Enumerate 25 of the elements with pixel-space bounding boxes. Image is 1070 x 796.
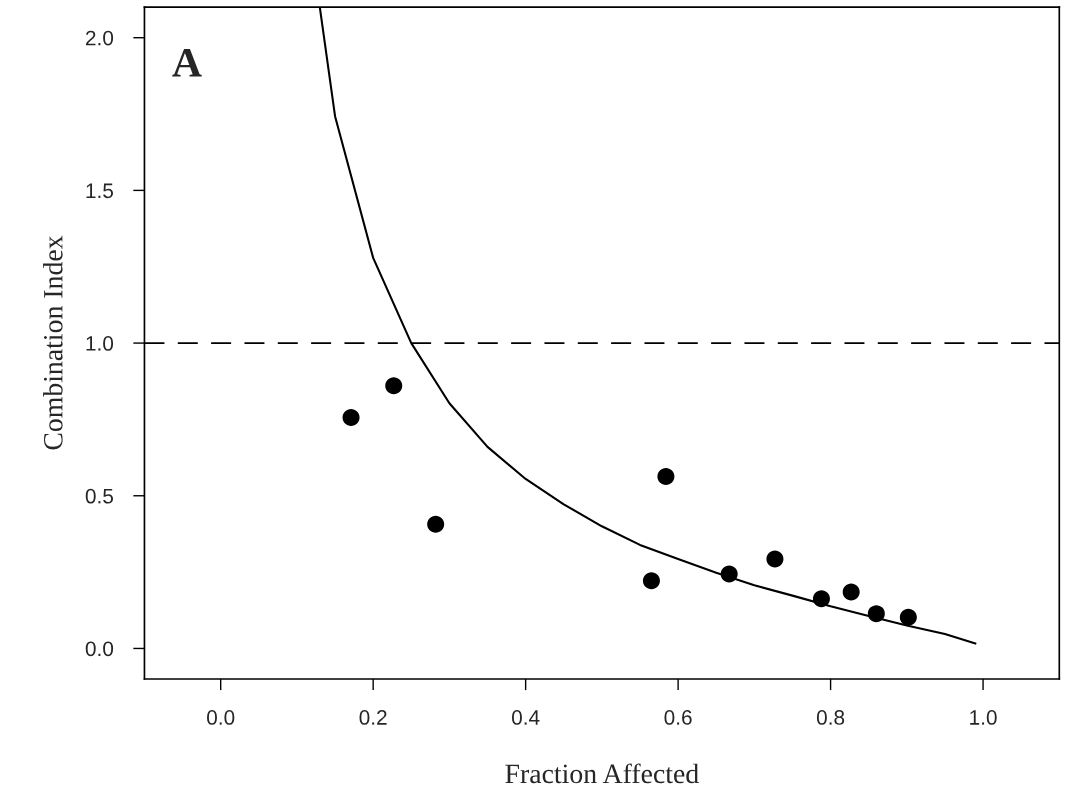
point	[385, 377, 403, 395]
y-tick-label: 0.5	[85, 488, 114, 504]
y-axis-title: Combination Index	[43, 235, 63, 450]
point	[812, 590, 830, 608]
annotation: A	[172, 48, 202, 77]
point	[842, 583, 860, 601]
point	[342, 409, 360, 427]
point	[867, 605, 885, 623]
y-tick-label: 1.5	[86, 183, 114, 199]
point	[427, 515, 445, 533]
y-tick-label: 2.0	[85, 30, 114, 46]
x-axis-title: Fraction Affected	[505, 763, 699, 784]
x-tick-label: 0.8	[816, 710, 845, 725]
point	[642, 572, 660, 590]
x-tick-label: 1.0	[970, 710, 997, 725]
y-tick-label: 0.0	[85, 641, 114, 657]
y-tick-label: 1.0	[86, 336, 114, 351]
x-tick-label: 0.4	[511, 710, 540, 725]
x-tick-label: 0.6	[664, 710, 692, 725]
point	[899, 608, 917, 626]
point	[766, 550, 784, 568]
x-tick-label: 0.2	[359, 710, 387, 725]
point	[720, 565, 738, 583]
x-tick-label: 0.0	[207, 710, 235, 725]
point	[657, 468, 675, 486]
